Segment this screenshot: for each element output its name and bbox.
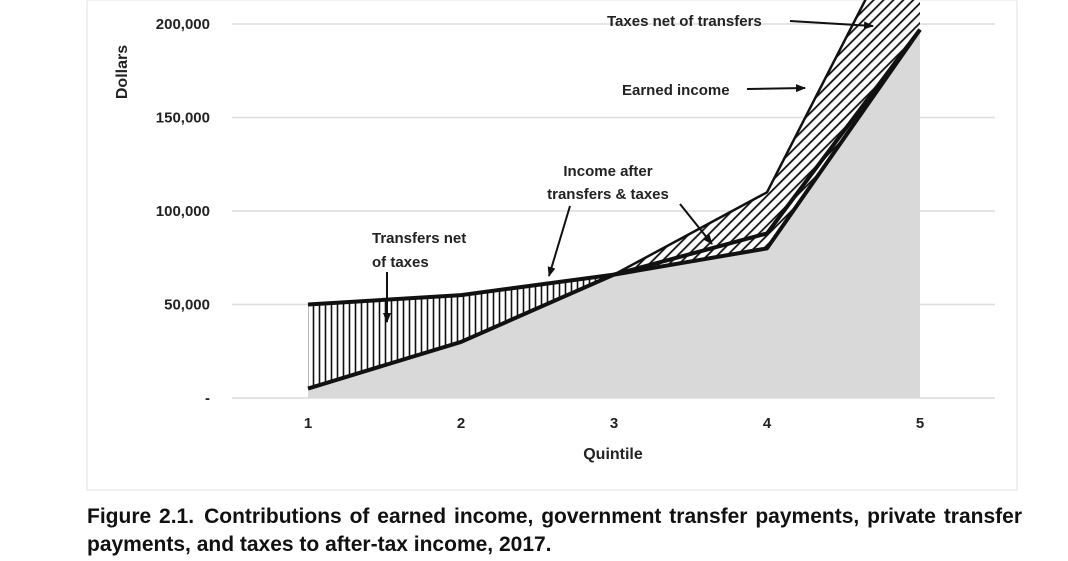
y-tick-label: 150,000 bbox=[156, 110, 210, 127]
annotation-income-after-line1: Income after bbox=[563, 163, 652, 180]
pre-tax-income-line bbox=[613, 0, 867, 276]
annotation-income-after-arrow-right bbox=[679, 203, 713, 245]
figure-label: Figure 2.1. bbox=[87, 505, 195, 528]
annotation-transfers-net-of-taxes: Transfers net of taxes bbox=[372, 230, 466, 323]
x-tick-label: 3 bbox=[610, 415, 618, 432]
chart: - 50,000 100,000 150,000 200,000 1 2 3 4 5 Dolla… bbox=[86, 0, 1018, 491]
x-tick-labels: 1 2 3 4 5 bbox=[304, 415, 924, 432]
taxes-net-of-transfers-area bbox=[614, 0, 920, 275]
y-tick-label: 50,000 bbox=[164, 297, 210, 314]
annotation-earned-income: Earned income bbox=[622, 82, 806, 99]
y-tick-labels: - 50,000 100,000 150,000 200,000 bbox=[156, 16, 210, 407]
y-tick-label: 100,000 bbox=[156, 203, 210, 220]
annotation-taxes-label: Taxes net of transfers bbox=[607, 13, 762, 30]
x-tick-label: 5 bbox=[916, 415, 924, 432]
x-tick-label: 1 bbox=[304, 415, 312, 432]
y-tick-label: - bbox=[205, 390, 210, 407]
annotation-earned-label: Earned income bbox=[622, 82, 730, 99]
x-tick-label: 2 bbox=[457, 415, 465, 432]
annotation-income-after-line2: transfers & taxes bbox=[547, 186, 669, 203]
y-tick-label: 200,000 bbox=[156, 16, 210, 33]
annotation-transfers-line2: of taxes bbox=[372, 254, 429, 271]
annotation-income-after-arrow-left bbox=[547, 205, 571, 277]
plot-area bbox=[308, 0, 920, 398]
annotation-taxes-net-of-transfers: Taxes net of transfers bbox=[607, 13, 874, 30]
figure-caption-text: Contributions of earned income, governme… bbox=[87, 505, 1023, 556]
series-lines bbox=[307, 0, 922, 391]
y-axis-title: Dollars bbox=[114, 45, 131, 99]
earned-income-area bbox=[308, 29, 920, 398]
annotation-taxes-arrow bbox=[789, 20, 874, 30]
figure-caption: Figure 2.1. Contributions of earned incom… bbox=[87, 503, 1022, 559]
annotation-earned-arrow bbox=[746, 84, 806, 93]
transfers-net-of-taxes-area bbox=[308, 274, 614, 389]
x-tick-label: 4 bbox=[763, 415, 772, 432]
x-axis-title: Quintile bbox=[583, 446, 643, 463]
annotation-transfers-line1: Transfers net bbox=[372, 230, 466, 247]
annotation-income-after: Income after transfers & taxes bbox=[547, 163, 713, 277]
